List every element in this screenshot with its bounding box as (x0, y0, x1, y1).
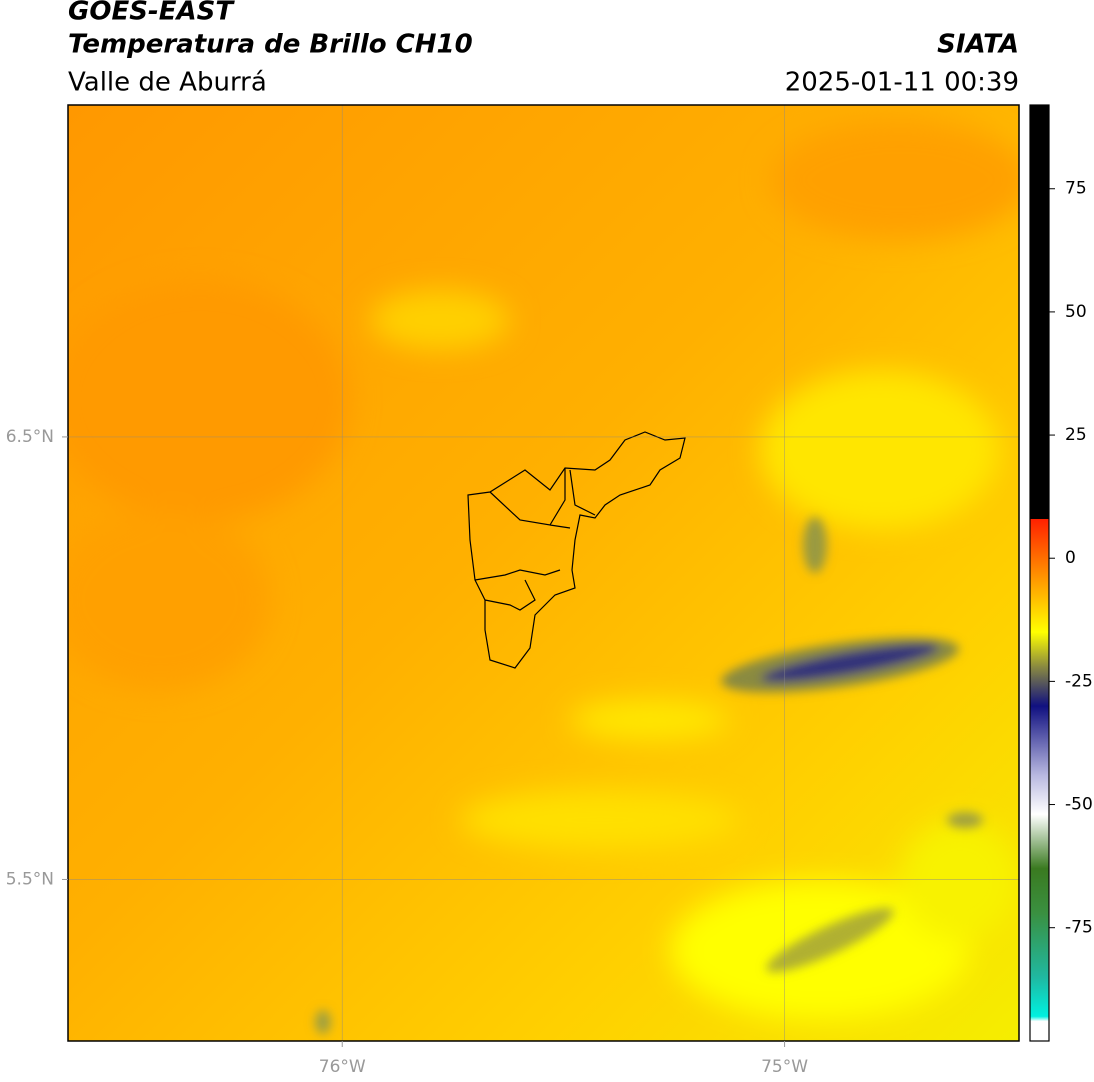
colorbar-tick-label: 25 (1065, 425, 1087, 445)
region: Valle de Aburrá (68, 68, 267, 98)
colorbar-tick-label: 50 (1065, 302, 1087, 322)
boundary (467, 431, 686, 669)
x-tick-label: 76°W (319, 1057, 366, 1077)
colorbar-tick-label: -25 (1065, 671, 1093, 691)
colorbar-tick-label: 75 (1065, 179, 1087, 199)
title: GOES-EAST (68, 0, 235, 27)
datetime: 2025-01-11 00:39 (785, 68, 1019, 98)
map-field (68, 105, 1019, 1041)
colorbar-tick-label: -75 (1065, 918, 1093, 938)
subtitle: Temperatura de Brillo CH10 (68, 30, 473, 60)
x-tick-label: 75°W (761, 1057, 808, 1077)
y-tick-label: 6.5°N (6, 427, 54, 447)
source: SIATA (937, 30, 1019, 60)
colorbar (1030, 105, 1049, 1041)
colorbar-frame (1029, 104, 1050, 1042)
colorbar-tick-label: 0 (1065, 548, 1076, 568)
map-frame (67, 104, 1020, 1042)
y-tick-label: 5.5°N (6, 869, 54, 889)
colorbar-tick-label: -50 (1065, 795, 1093, 815)
